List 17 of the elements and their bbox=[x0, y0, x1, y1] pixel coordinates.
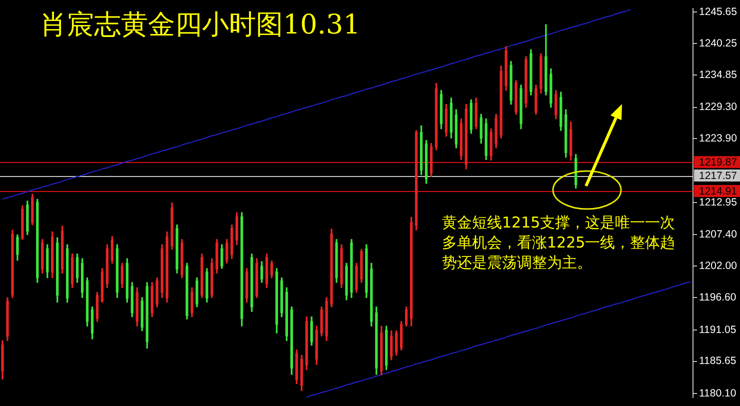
y-tick-label: 1245.65 bbox=[699, 6, 738, 18]
chart-title: 肖宸志黄金四小时图10.31 bbox=[40, 10, 360, 41]
ref-line-label: 1217.57 bbox=[699, 170, 738, 182]
ref-line-label: 1214.91 bbox=[699, 185, 738, 198]
y-tick-label: 1180.10 bbox=[699, 388, 736, 400]
y-tick-label: 1229.30 bbox=[699, 101, 738, 114]
annotation: 黄金短线1215支撑，这是唯一一次多单机会，看涨1225一线，整体趋势还是震荡调整为主。 bbox=[442, 213, 676, 272]
y-tick-label: 1240.25 bbox=[699, 37, 738, 50]
ref-line-label: 1219.87 bbox=[699, 156, 738, 169]
y-tick-label: 1191.05 bbox=[699, 324, 736, 336]
y-tick-label: 1212.95 bbox=[699, 196, 738, 208]
y-tick-label: 1207.40 bbox=[699, 228, 738, 241]
y-tick-label: 1202.00 bbox=[699, 260, 738, 272]
y-tick-label: 1234.85 bbox=[699, 68, 738, 81]
y-tick-label: 1185.65 bbox=[699, 355, 736, 368]
y-tick-label: 1196.60 bbox=[699, 291, 736, 304]
y-tick-label: 1223.90 bbox=[699, 132, 738, 145]
